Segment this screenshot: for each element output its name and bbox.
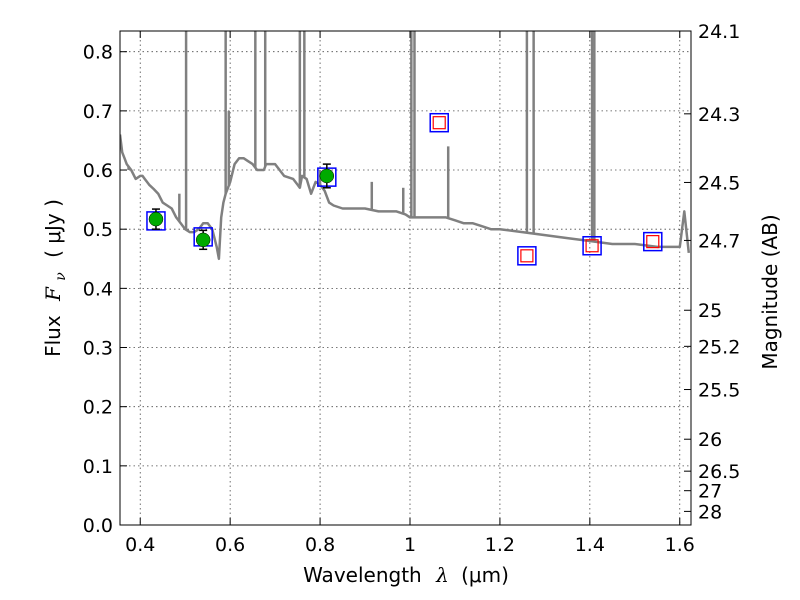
x-tick-label: 0.8 [305,534,335,556]
model-photometry-marker [517,246,537,266]
x-tick-label: 0.6 [215,534,245,556]
x-axis-title-unit: (μm) [461,563,509,587]
observed-other-marker [520,249,534,263]
y2-tick-label: 24.1 [698,21,740,43]
y2-tick-label: 26.5 [698,461,740,483]
model-photometry-marker [582,236,602,256]
y-axis-title-prefix: Flux [41,315,65,357]
plot-frame [119,30,692,526]
y2-tick-label: 26 [698,429,722,451]
y2-tick-label: 25 [698,300,722,322]
plot-area [120,31,691,266]
y-axis-title: Flux F ν ( μJy ) [41,199,70,357]
y2-tick-label: 24.3 [698,104,740,126]
x-tick-label: 1.6 [665,534,695,556]
observed-detection-marker [195,232,211,248]
y2-tick-label: 24.5 [698,172,740,194]
y-axis-title-unit: ( μJy ) [41,199,65,258]
observed-other-marker [646,235,660,249]
y-tick-label: 0.1 [83,456,113,478]
y-tick-label: 0.7 [83,101,113,123]
y-axis-title-symbol: F [41,286,65,302]
y2-axis-title: Magnitude (AB) [758,214,782,369]
model-spectrum-line [120,134,691,261]
y2-tick-label: 24.7 [698,230,740,252]
y-tick-label: 0.6 [83,160,113,182]
y-tick-label: 0.8 [83,42,113,64]
y2-tick-label: 27 [698,481,722,503]
observed-other-marker [432,116,446,130]
x-axis-title-prefix: Wavelength [303,563,422,587]
plot-clipped-group [120,31,691,261]
y-tick-label: 0.0 [83,515,113,537]
x-axis-title: Wavelength λ (μm) [303,563,509,587]
x-tick-label: 1 [404,534,416,556]
x-axis-title-symbol: λ [435,563,449,587]
y-axis-title-subscript: ν [53,272,69,281]
y2-tick-label: 25.5 [698,380,740,402]
observed-detection-marker [319,168,335,184]
x-tick-label: 1.2 [485,534,515,556]
model-photometry-marker [643,231,663,252]
y2-tick-label: 25.2 [698,336,740,358]
ticks: 0.4 0.6 0.8 1 1.2 1.4 1.6 0.0 0.1 0.2 0.3 0.4 0.5 0.6… [83,21,741,556]
x-tick-label: 0.4 [125,534,155,556]
model-photometry-marker [429,112,449,133]
y-tick-label: 0.2 [83,397,113,419]
y-tick-label: 0.3 [83,338,113,360]
y2-tick-label: 28 [698,501,722,523]
observed-detection-marker [148,211,164,227]
observed-other-marker [585,239,599,253]
y-tick-label: 0.5 [83,219,113,241]
y-tick-label: 0.4 [83,278,113,300]
x-tick-label: 1.4 [575,534,605,556]
